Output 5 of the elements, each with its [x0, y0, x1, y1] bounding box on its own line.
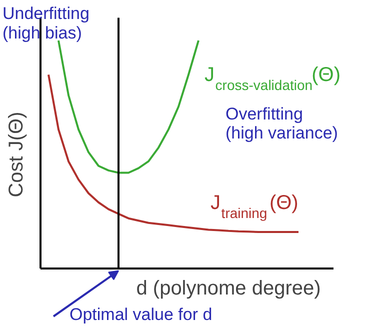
- x-axis-title: d (polynome degree): [136, 278, 321, 300]
- y-axis-title: Cost J(Θ): [6, 112, 28, 198]
- annotation: Overfitting (high variance): [226, 104, 338, 143]
- text: Optimal value for d: [70, 304, 212, 324]
- annotation: Underfitting (high bias): [2, 4, 90, 42]
